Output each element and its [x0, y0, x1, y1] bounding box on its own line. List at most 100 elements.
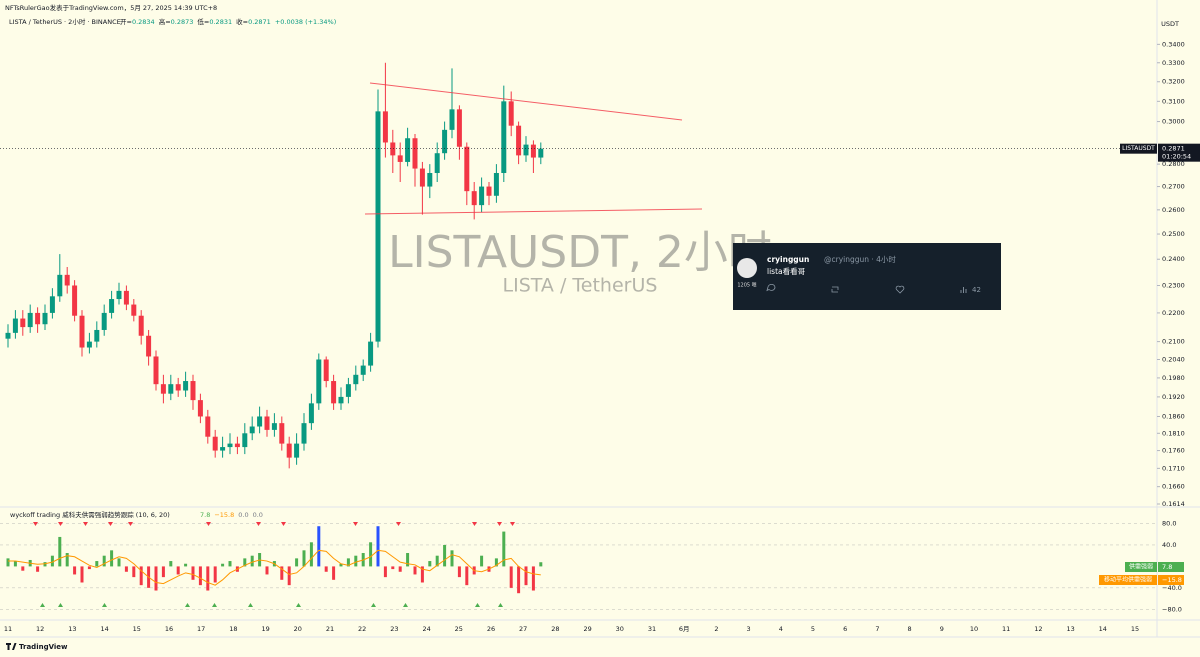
candle-body	[183, 381, 189, 391]
y-tick-label: 0.2400	[1162, 255, 1185, 263]
y-tick-label: 80.0	[1162, 520, 1176, 528]
x-tick-label: 26	[487, 625, 495, 633]
retweet-icon[interactable]	[831, 286, 839, 293]
candle-body	[57, 274, 63, 297]
histogram-bar	[450, 550, 454, 567]
x-tick-label: 10	[970, 625, 978, 633]
candle-body	[101, 312, 107, 330]
histogram-bar	[539, 562, 543, 567]
x-tick-label: 6月	[679, 625, 690, 633]
candle-body	[390, 142, 396, 156]
histogram-bar	[413, 566, 417, 575]
histogram-bar	[184, 563, 188, 567]
histogram-bar	[309, 542, 313, 567]
x-tick-label: 14	[100, 625, 108, 633]
attribution: NFTsRulerGao发表于TradingView.com，5月 27, 20…	[5, 3, 217, 12]
candle-body	[501, 101, 507, 174]
price-tag-value: 0.2871	[1162, 145, 1185, 153]
series-tag	[1125, 562, 1157, 572]
watermark-subtitle: LISTA / TetherUS	[503, 275, 658, 297]
candle-body	[220, 447, 226, 451]
y-tick-label: 0.1614	[1162, 500, 1185, 508]
histogram-bar	[502, 531, 506, 567]
histogram-bar	[324, 566, 328, 572]
candle-body	[205, 416, 211, 437]
y-tick-label: 0.1710	[1162, 464, 1185, 472]
x-tick-label: 4	[779, 625, 783, 633]
histogram-bar	[383, 566, 387, 578]
histogram-bar	[443, 544, 447, 567]
candle-body	[434, 153, 440, 174]
histogram-bar	[435, 555, 439, 567]
trendline-lower	[364, 208, 703, 215]
ohlc-text: 开=0.2834 高=0.2873 低=0.2831 收=0.2871 +0.0038 …	[120, 17, 336, 26]
tweet-background	[733, 243, 1001, 310]
histogram-bar	[36, 566, 40, 572]
like-icon[interactable]	[895, 285, 905, 294]
candle-body	[486, 186, 492, 196]
candle-body	[479, 186, 485, 206]
histogram-bar	[280, 566, 284, 580]
y-tick-label: 0.1920	[1162, 393, 1185, 401]
histogram-bar	[406, 553, 410, 567]
x-tick-label: 9	[940, 625, 944, 633]
candle-body	[442, 129, 448, 154]
x-tick-label: 25	[455, 625, 463, 633]
tweet-card: 1205 嗯 cryinggun @cryinggun · 4小时 lista看…	[733, 243, 1001, 310]
candle-body	[249, 426, 255, 434]
x-tick-label: 12	[36, 625, 44, 633]
candle-body	[279, 423, 285, 444]
histogram-bar	[58, 536, 62, 567]
candle-body	[257, 416, 263, 427]
y-tick-label: 0.1760	[1162, 447, 1185, 455]
histogram-bar	[21, 566, 25, 571]
histogram-bar	[95, 561, 99, 567]
signals	[33, 522, 515, 607]
x-tick-label: 31	[648, 625, 656, 633]
ohlc-label: 高=	[159, 17, 171, 26]
series-tag	[1099, 575, 1157, 585]
candle-body	[20, 318, 26, 328]
indicator-legend: 7.8 −15.8 0.0 0.0 供需强弱 7.8 移动平均供需强弱 −15.8	[200, 511, 1184, 585]
histogram-bar	[243, 558, 247, 567]
x-tick-label: 27	[519, 625, 527, 633]
candle-body	[294, 443, 300, 458]
candle-body	[412, 138, 418, 169]
histogram-bar	[213, 566, 217, 583]
candle-body	[427, 173, 433, 187]
y-tick-label: 0.2040	[1162, 355, 1185, 363]
histogram-bar	[428, 561, 432, 567]
candle-body	[242, 433, 248, 448]
logo-text: TradingView	[19, 643, 68, 651]
tweet-name: cryinggun	[767, 255, 809, 264]
histogram-bar	[465, 566, 469, 586]
candle-body	[316, 359, 322, 404]
candle-body	[508, 101, 514, 126]
footer-logo: TradingView	[6, 643, 68, 651]
watermark-title: LISTAUSDT, 2小时	[388, 227, 772, 278]
candle-body	[360, 365, 366, 375]
candle-body	[493, 173, 499, 196]
logo-icon	[6, 643, 17, 650]
histogram-bar	[339, 563, 343, 567]
candle-body	[131, 304, 137, 316]
candle-body	[368, 341, 374, 366]
y-tick-label: 0.3200	[1162, 78, 1185, 86]
histogram-bar	[87, 566, 91, 570]
histogram-bar	[332, 566, 336, 580]
candle-body	[530, 144, 536, 158]
candle-body	[464, 146, 470, 192]
reply-icon[interactable]	[766, 284, 776, 292]
histogram-bar	[50, 555, 54, 567]
histogram-bar	[295, 558, 299, 567]
candle-body	[116, 290, 122, 300]
currency: USDT	[1161, 20, 1179, 28]
histogram-bar	[102, 555, 106, 567]
candle-body	[5, 332, 11, 339]
histogram-bar	[391, 566, 395, 570]
x-tick-label: 12	[1034, 625, 1042, 633]
y-tick-label: 0.3100	[1162, 97, 1185, 105]
x-tick-label: 28	[551, 625, 559, 633]
x-tick-label: 14	[1099, 625, 1107, 633]
